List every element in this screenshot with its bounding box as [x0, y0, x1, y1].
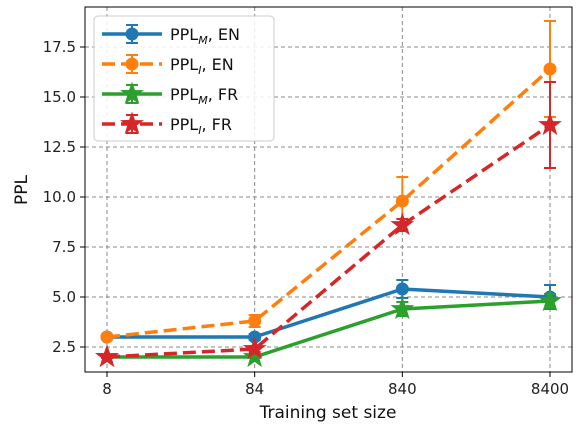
legend-label-suffix: , FR — [201, 115, 232, 134]
legend-label-subscript: M — [198, 34, 208, 47]
data-point — [544, 63, 557, 76]
y-tick-label: 10.0 — [43, 188, 76, 206]
x-tick-label: 840 — [388, 380, 417, 398]
y-tick-label: 12.5 — [43, 138, 76, 156]
y-tick-label: 5.0 — [52, 288, 76, 306]
x-axis-label: Training set size — [259, 403, 397, 423]
legend-label-main: PPL — [170, 115, 198, 134]
legend-label-main: PPL — [170, 55, 198, 74]
legend-marker — [126, 28, 139, 41]
x-tick-label: 8400 — [531, 380, 569, 398]
data-point — [101, 331, 114, 344]
legend-label-main: PPL — [170, 85, 198, 104]
legend-label-suffix: , FR — [208, 85, 239, 104]
data-point — [396, 195, 409, 208]
legend-label: PPLI, FR — [170, 115, 232, 137]
legend-label-suffix: , EN — [208, 25, 240, 44]
y-tick-label: 17.5 — [43, 38, 76, 56]
legend-label-suffix: , EN — [201, 55, 233, 74]
data-point — [248, 315, 261, 328]
y-axis-label: PPL — [12, 174, 32, 205]
x-tick-label: 8 — [102, 380, 112, 398]
legend-label-subscript: M — [198, 94, 208, 107]
y-tick-label: 15.0 — [43, 88, 76, 106]
legend-marker — [126, 58, 139, 71]
legend-label-main: PPL — [170, 25, 198, 44]
data-point — [396, 283, 409, 296]
y-tick-label: 7.5 — [52, 238, 76, 256]
x-tick-label: 84 — [245, 380, 264, 398]
y-tick-label: 2.5 — [52, 338, 76, 356]
legend-label: PPLI, EN — [170, 55, 234, 77]
